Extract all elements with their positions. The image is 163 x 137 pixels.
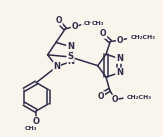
Text: CH₃: CH₃ — [24, 126, 37, 131]
Text: CH₂CH₃: CH₂CH₃ — [130, 35, 156, 40]
Text: CH₂CH₃: CH₂CH₃ — [127, 95, 152, 100]
Text: O: O — [111, 95, 118, 104]
Text: CH₂: CH₂ — [84, 21, 97, 26]
Text: O: O — [98, 92, 104, 101]
Text: N: N — [53, 62, 60, 71]
Text: O: O — [71, 22, 78, 31]
Text: N: N — [116, 68, 123, 77]
Text: S: S — [67, 52, 73, 61]
Text: CH₃: CH₃ — [91, 21, 104, 26]
Text: O: O — [33, 117, 40, 126]
Text: O: O — [56, 16, 62, 25]
Text: O: O — [100, 29, 107, 38]
Text: O: O — [117, 36, 123, 45]
Text: N: N — [67, 57, 74, 66]
Text: N: N — [67, 42, 74, 51]
Text: N: N — [116, 54, 123, 63]
